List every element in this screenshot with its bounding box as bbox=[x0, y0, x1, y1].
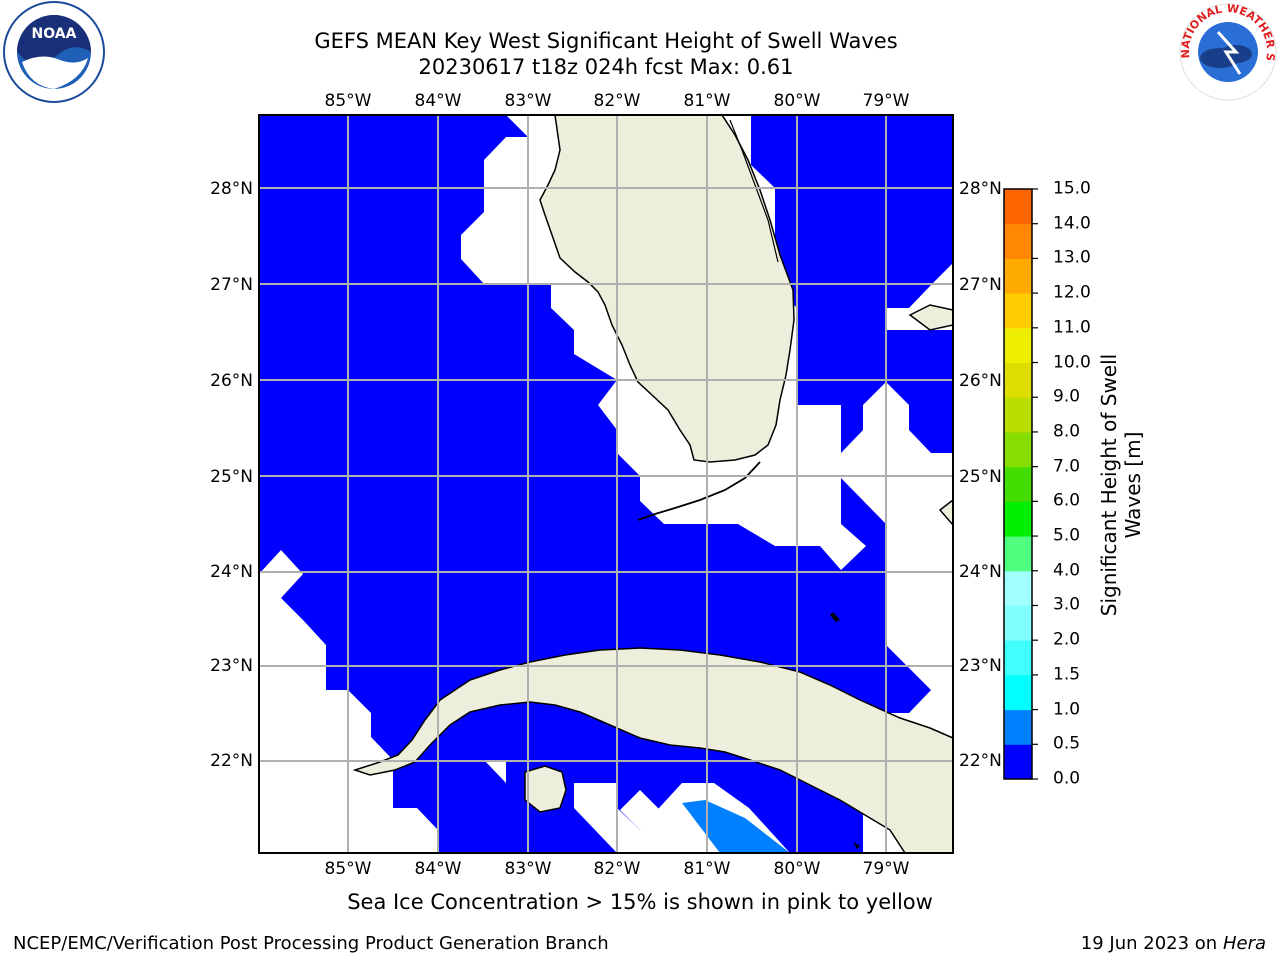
map-frame bbox=[258, 114, 954, 854]
lat-label: 25°N bbox=[959, 467, 1002, 487]
lat-label: 24°N bbox=[959, 562, 1002, 582]
chart-subtitle: 20230617 t18z 024h fcst Max: 0.61 bbox=[418, 55, 794, 79]
lon-label: 80°W bbox=[774, 91, 821, 111]
colorbar-tick-label: 0.5 bbox=[1053, 733, 1081, 754]
lon-label: 79°W bbox=[863, 859, 910, 879]
colorbar-tick-label: 9.0 bbox=[1053, 386, 1081, 407]
lat-label: 24°N bbox=[210, 562, 253, 582]
colorbar bbox=[1003, 188, 1038, 780]
colorbar-tick-label: 1.5 bbox=[1053, 664, 1081, 685]
lat-labels-right: 28°N 27°N 26°N 25°N 24°N 23°N 22°N bbox=[959, 179, 1002, 771]
lon-label: 83°W bbox=[505, 91, 552, 111]
lat-labels-left: 28°N 27°N 26°N 25°N 24°N 23°N 22°N bbox=[210, 179, 253, 771]
cuba-land bbox=[352, 647, 953, 853]
lat-label: 23°N bbox=[959, 656, 1002, 676]
colorbar-segment bbox=[1004, 189, 1032, 225]
noaa-logo-text: NOAA bbox=[32, 26, 77, 42]
lat-label: 25°N bbox=[210, 467, 253, 487]
colorbar-segment bbox=[1004, 466, 1032, 502]
colorbar-segment bbox=[1004, 536, 1032, 572]
colorbar-tick-label: 8.0 bbox=[1053, 421, 1081, 442]
swell-region-0.5-1m bbox=[682, 800, 790, 853]
colorbar-tick-label: 1.0 bbox=[1053, 699, 1081, 720]
nws-logo: NATIONAL WEATHER SERVICE bbox=[1178, 2, 1277, 101]
lon-label: 83°W bbox=[505, 859, 552, 879]
lat-label: 26°N bbox=[959, 371, 1002, 391]
colorbar-tick-label: 13.0 bbox=[1053, 247, 1091, 268]
lat-label: 26°N bbox=[210, 371, 253, 391]
colorbar-tick-label: 3.0 bbox=[1053, 594, 1081, 615]
lat-label: 22°N bbox=[959, 751, 1002, 771]
lon-label: 84°W bbox=[415, 91, 462, 111]
colorbar-label: Significant Height of Swell Waves [m] bbox=[1097, 353, 1145, 617]
lon-label: 85°W bbox=[325, 859, 372, 879]
lon-labels-bottom: 85°W 84°W 83°W 82°W 81°W 80°W 79°W bbox=[325, 859, 910, 879]
colorbar-segment bbox=[1004, 362, 1032, 398]
noaa-logo: NOAA bbox=[3, 1, 105, 103]
lat-label: 22°N bbox=[210, 751, 253, 771]
colorbar-segment bbox=[1004, 293, 1032, 329]
colorbar-tick-label: 4.0 bbox=[1053, 560, 1081, 581]
chart-title: GEFS MEAN Key West Significant Height of… bbox=[314, 29, 898, 53]
date-text: 19 Jun 2023 on Hera bbox=[1080, 933, 1266, 954]
lon-label: 81°W bbox=[684, 859, 731, 879]
colorbar-segment bbox=[1004, 501, 1032, 537]
lat-label: 28°N bbox=[210, 179, 253, 199]
colorbar-segment bbox=[1004, 605, 1032, 641]
lon-label: 84°W bbox=[415, 859, 462, 879]
colorbar-tick-label: 15.0 bbox=[1053, 178, 1091, 199]
lon-label: 82°W bbox=[594, 859, 641, 879]
colorbar-segment bbox=[1004, 327, 1032, 364]
colorbar-segment bbox=[1004, 431, 1032, 468]
lon-label: 81°W bbox=[684, 91, 731, 111]
colorbar-segment bbox=[1004, 223, 1032, 259]
colorbar-segment bbox=[1004, 744, 1032, 780]
colorbar-tick-label: 6.0 bbox=[1053, 490, 1081, 511]
host-name: Hera bbox=[1222, 933, 1266, 954]
colorbar-frame bbox=[1003, 188, 1033, 780]
colorbar-tick-label: 7.0 bbox=[1053, 456, 1081, 477]
colorbar-segment bbox=[1004, 709, 1032, 745]
colorbar-tick-label: 0.0 bbox=[1053, 768, 1081, 789]
colorbar-tick-label: 12.0 bbox=[1053, 282, 1091, 303]
colorbar-tick-label: 11.0 bbox=[1053, 317, 1091, 338]
colorbar-segment bbox=[1004, 640, 1032, 676]
lat-label: 28°N bbox=[959, 179, 1002, 199]
colorbar-tick-label: 14.0 bbox=[1053, 213, 1091, 234]
colorbar-segment bbox=[1004, 570, 1032, 606]
colorbar-tick-label: 2.0 bbox=[1053, 629, 1081, 650]
lon-label: 85°W bbox=[325, 91, 372, 111]
colorbar-segment bbox=[1004, 674, 1032, 711]
colorbar-tick-label: 5.0 bbox=[1053, 525, 1081, 546]
lat-label: 27°N bbox=[210, 275, 253, 295]
sea-ice-note: Sea Ice Concentration > 15% is shown in … bbox=[347, 890, 933, 914]
lon-label: 82°W bbox=[594, 91, 641, 111]
colorbar-tick-label: 10.0 bbox=[1053, 352, 1091, 373]
lon-labels-top: 85°W 84°W 83°W 82°W 81°W 80°W 79°W bbox=[325, 91, 910, 111]
credit-text: NCEP/EMC/Verification Post Processing Pr… bbox=[13, 933, 609, 954]
colorbar-segment bbox=[1004, 258, 1032, 294]
lat-label: 23°N bbox=[210, 656, 253, 676]
colorbar-segment bbox=[1004, 397, 1032, 433]
lon-label: 80°W bbox=[774, 859, 821, 879]
map-grid bbox=[259, 115, 953, 853]
florida-land bbox=[539, 115, 795, 463]
lon-label: 79°W bbox=[863, 91, 910, 111]
lat-label: 27°N bbox=[959, 275, 1002, 295]
